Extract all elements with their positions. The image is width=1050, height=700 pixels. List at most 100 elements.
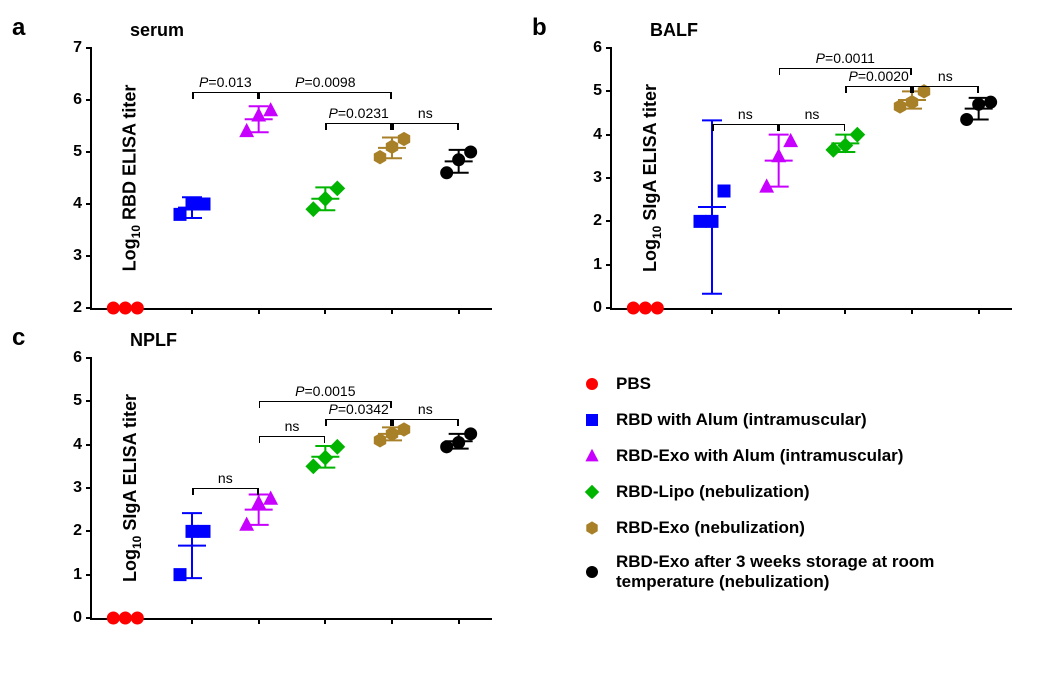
x-tick <box>324 308 326 314</box>
legend-item: RBD-Lipo (nebulization) <box>580 480 1030 504</box>
x-tick <box>458 618 460 624</box>
x-tick <box>711 308 713 314</box>
data-point <box>441 441 453 453</box>
panel-c: cNPLFLog10 SIgA ELISA titer0123456P=0.00… <box>20 330 510 620</box>
data-point <box>961 114 973 126</box>
legend-item: RBD with Alum (intramuscular) <box>580 408 1030 432</box>
comparison-label: ns <box>938 68 953 84</box>
data-point <box>131 612 143 624</box>
data-point <box>718 185 730 197</box>
legend-marker-icon <box>580 444 604 468</box>
data-point <box>441 167 453 179</box>
data-point <box>252 108 265 121</box>
legend-item: PBS <box>580 372 1030 396</box>
data-point <box>973 98 985 110</box>
figure-grid: aserumLog10 RBD ELISA titer234567P=0.013… <box>20 20 1030 620</box>
data-point <box>107 612 119 624</box>
data-point <box>330 440 344 454</box>
x-tick <box>778 308 780 314</box>
comparison-bracket <box>845 86 912 87</box>
data-point <box>198 198 210 210</box>
comparison-bracket <box>259 436 326 437</box>
comparison-bracket <box>912 86 979 87</box>
data-point <box>894 100 905 113</box>
data-point <box>651 302 663 314</box>
y-tick-label: 6 <box>73 349 92 367</box>
x-tick <box>324 618 326 624</box>
x-tick <box>458 308 460 314</box>
data-point <box>453 154 465 166</box>
x-tick <box>258 618 260 624</box>
data-point <box>694 215 706 227</box>
legend-label: RBD-Exo after 3 weeks storage at room te… <box>616 552 1030 592</box>
panel-title: NPLF <box>130 330 177 351</box>
comparison-label: ns <box>738 106 753 122</box>
plot-area: Log10 RBD ELISA titer234567P=0.013P=0.00… <box>90 48 492 310</box>
data-point <box>174 208 186 220</box>
data-point <box>252 496 265 509</box>
y-tick-label: 2 <box>73 522 92 540</box>
comparison-bracket <box>192 92 259 93</box>
y-tick-label: 7 <box>73 39 92 57</box>
y-tick-label: 1 <box>73 566 92 584</box>
data-point <box>465 146 477 158</box>
legend-item: RBD-Exo after 3 weeks storage at room te… <box>580 552 1030 592</box>
data-point <box>627 302 639 314</box>
panel-title: serum <box>130 20 184 41</box>
comparison-label: P=0.0342 <box>328 401 388 417</box>
y-tick-label: 5 <box>593 82 612 100</box>
comparison-bracket <box>192 488 259 489</box>
legend-marker-icon <box>580 516 604 540</box>
data-point <box>119 302 131 314</box>
x-tick <box>191 618 193 624</box>
legend-item: RBD-Exo with Alum (intramuscular) <box>580 444 1030 468</box>
y-tick-label: 3 <box>73 247 92 265</box>
panel-title: BALF <box>650 20 698 41</box>
plot-area: Log10 SIgA ELISA titer0123456P=0.0011P=0… <box>610 48 1012 310</box>
y-tick-label: 0 <box>593 299 612 317</box>
data-point <box>374 434 385 447</box>
data-point <box>772 149 785 162</box>
comparison-bracket <box>325 419 392 420</box>
comparison-bracket <box>259 92 392 93</box>
data-point <box>318 450 332 464</box>
x-tick <box>391 618 393 624</box>
comparison-bracket <box>392 419 459 420</box>
comparison-label: ns <box>805 106 820 122</box>
data-point <box>784 134 797 147</box>
data-point <box>198 525 210 537</box>
data-point <box>240 124 253 137</box>
x-tick <box>258 308 260 314</box>
y-tick-label: 2 <box>593 212 612 230</box>
data-point <box>386 140 397 153</box>
data-layer <box>92 48 492 308</box>
legend-label: RBD with Alum (intramuscular) <box>616 410 867 430</box>
legend-label: RBD-Exo (nebulization) <box>616 518 805 538</box>
data-point <box>186 198 198 210</box>
legend-label: RBD-Lipo (nebulization) <box>616 482 810 502</box>
data-point <box>107 302 119 314</box>
x-tick <box>978 308 980 314</box>
y-tick-label: 1 <box>593 256 612 274</box>
legend-item: RBD-Exo (nebulization) <box>580 516 1030 540</box>
y-tick-label: 4 <box>73 436 92 454</box>
y-tick-label: 5 <box>73 143 92 161</box>
y-tick-label: 3 <box>593 169 612 187</box>
comparison-bracket <box>392 123 459 124</box>
data-point <box>398 423 409 436</box>
comparison-label: ns <box>418 105 433 121</box>
data-point <box>119 612 131 624</box>
y-tick-label: 3 <box>73 479 92 497</box>
data-point <box>330 181 344 195</box>
comparison-label: P=0.013 <box>199 74 252 90</box>
data-point <box>306 202 320 216</box>
comparison-label: ns <box>218 470 233 486</box>
comparison-label: ns <box>418 401 433 417</box>
legend-marker-icon <box>580 408 604 432</box>
comparison-bracket <box>779 124 846 125</box>
y-tick-label: 4 <box>73 195 92 213</box>
y-tick-label: 6 <box>73 91 92 109</box>
comparison-label: ns <box>285 418 300 434</box>
panel-label: a <box>12 14 25 42</box>
data-point <box>264 103 277 116</box>
